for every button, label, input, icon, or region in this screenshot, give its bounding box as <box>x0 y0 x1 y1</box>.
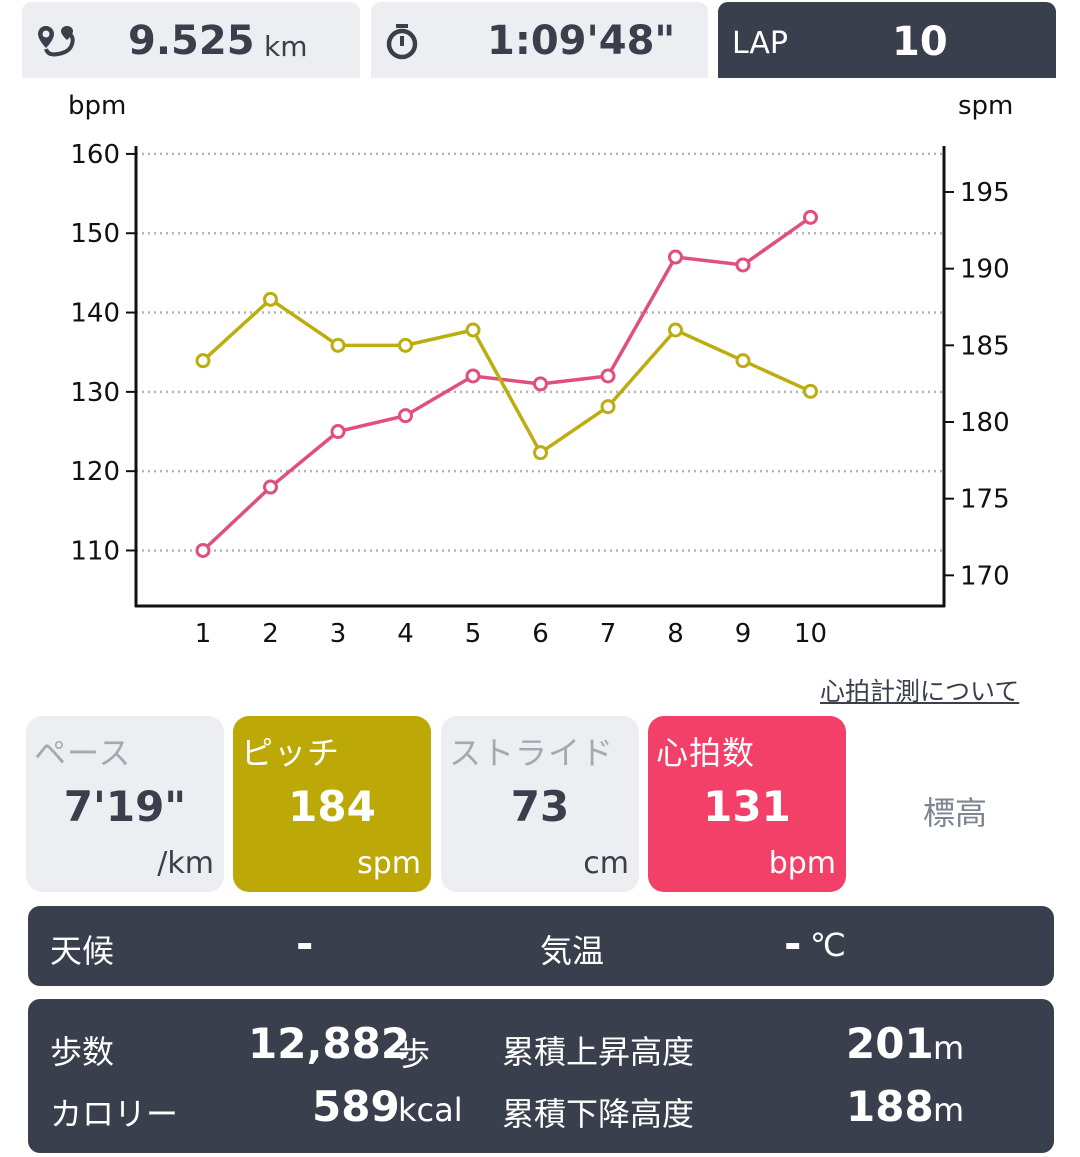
pitch-unit: spm <box>357 846 421 881</box>
heart-rate-value: 131 <box>703 782 791 831</box>
series-2-point <box>398 337 413 353</box>
stride-unit: cm <box>583 846 629 881</box>
series-2-point <box>263 291 278 307</box>
x-tick-label: 3 <box>330 619 347 649</box>
weather-panel: 天候 - 気温 - ℃ <box>28 906 1054 986</box>
stride-value: 73 <box>510 782 570 831</box>
x-tick-label: 2 <box>262 619 279 649</box>
descent-unit: m <box>933 1091 965 1129</box>
elevation-tile[interactable]: 標高 <box>922 794 987 832</box>
pace-value: 7'19" <box>63 782 187 831</box>
pitch-value: 184 <box>288 782 376 831</box>
series-1-point <box>803 209 818 225</box>
left-axis-ticks: 160 150 140 130 120 110 <box>70 140 136 566</box>
series-1-point <box>600 368 616 384</box>
left-tick-label: 140 <box>70 299 120 329</box>
x-tick-label: 7 <box>600 619 617 649</box>
right-tick-label: 180 <box>960 408 1010 438</box>
steps-value: 12,882 <box>248 1019 411 1068</box>
stopwatch-icon <box>386 24 418 60</box>
series-1-point <box>330 424 346 440</box>
x-tick-label: 1 <box>195 619 212 649</box>
left-tick-label: 150 <box>70 219 120 249</box>
series-1-point <box>465 368 481 384</box>
series-1-point <box>735 257 751 273</box>
stride-label: ストライド <box>449 734 615 772</box>
x-tick-label: 6 <box>532 619 549 649</box>
left-tick-label: 120 <box>70 457 120 487</box>
time-card: 1:09'48" <box>371 2 708 78</box>
series-1-point <box>263 479 278 495</box>
heart-rate-unit: bpm <box>768 846 836 881</box>
right-tick-label: 190 <box>960 255 1010 285</box>
left-tick-label: 130 <box>70 378 120 408</box>
heart-rate-info-link[interactable]: 心拍計測について <box>820 677 1020 706</box>
descent-label: 累積下降高度 <box>502 1095 695 1133</box>
series-2-point <box>600 399 616 415</box>
lap-card: LAP 10 <box>718 2 1056 78</box>
series-2-point <box>195 353 211 369</box>
lap-value: 10 <box>892 19 948 65</box>
calories-label: カロリー <box>50 1095 179 1133</box>
x-tick-label: 5 <box>465 619 482 649</box>
pace-unit: /km <box>157 846 214 881</box>
series-1-point <box>668 249 683 265</box>
series-line-2 <box>201 297 812 456</box>
x-axis-ticks: 1 2 3 4 5 6 7 8 9 10 <box>195 619 827 649</box>
right-axis-label: spm <box>958 91 1013 121</box>
chart-gridlines <box>136 152 944 552</box>
steps-unit: 歩 <box>398 1035 431 1073</box>
left-axis-label: bpm <box>68 91 126 121</box>
series-1-point <box>533 376 548 392</box>
route-pin-icon <box>38 26 75 57</box>
series-2-point <box>465 322 481 338</box>
weather-label: 天候 <box>50 932 115 970</box>
heart-rate-tile[interactable]: 心拍数 131 bpm <box>648 716 846 892</box>
series-2-point <box>533 445 548 461</box>
x-tick-label: 10 <box>794 619 827 649</box>
pitch-label: ピッチ <box>241 734 341 772</box>
pitch-tile[interactable]: ピッチ 184 spm <box>233 716 431 892</box>
heart-rate-label: 心拍数 <box>656 734 756 772</box>
stride-tile[interactable]: ストライド 73 cm <box>441 716 639 892</box>
right-tick-label: 195 <box>960 178 1010 208</box>
temperature-label: 気温 <box>540 932 605 970</box>
x-tick-label: 4 <box>397 619 414 649</box>
calories-unit: kcal <box>398 1091 463 1129</box>
pace-label: ペース <box>34 734 132 772</box>
ascent-unit: m <box>933 1029 965 1067</box>
temperature-value: - <box>784 919 802 968</box>
series-line-1 <box>201 215 812 552</box>
series-2-point <box>735 353 751 369</box>
left-tick-label: 110 <box>70 536 120 566</box>
distance-unit: km <box>264 30 308 63</box>
steps-label: 歩数 <box>50 1033 115 1071</box>
descent-value: 188 <box>846 1082 934 1131</box>
series-1-point <box>195 542 211 558</box>
ascent-value: 201 <box>846 1019 934 1068</box>
series-1-point <box>398 408 413 424</box>
weather-value: - <box>296 919 314 968</box>
x-tick-label: 8 <box>667 619 684 649</box>
calories-value: 589 <box>312 1082 400 1131</box>
elapsed-time-value: 1:09'48" <box>487 18 676 64</box>
right-tick-label: 170 <box>960 561 1010 591</box>
distance-card: 9.525 km <box>22 2 360 78</box>
series-2-point <box>330 337 346 353</box>
x-tick-label: 9 <box>735 619 752 649</box>
distance-value: 9.525 <box>128 18 255 64</box>
chart-series <box>195 209 818 558</box>
right-tick-label: 175 <box>960 485 1010 515</box>
ascent-label: 累積上昇高度 <box>502 1033 695 1071</box>
temperature-unit: ℃ <box>810 926 846 964</box>
left-tick-label: 160 <box>70 140 120 170</box>
lap-label: LAP <box>732 26 789 61</box>
series-2-point <box>668 322 683 338</box>
pace-tile[interactable]: ペース 7'19" /km <box>26 716 224 892</box>
activity-stats-panel: 歩数 12,882 歩 累積上昇高度 201 m カロリー 589 kcal 累… <box>28 999 1054 1153</box>
right-tick-label: 185 <box>960 331 1010 361</box>
right-axis-ticks: 195 190 185 180 175 170 <box>944 178 1010 591</box>
series-2-point <box>803 383 818 399</box>
